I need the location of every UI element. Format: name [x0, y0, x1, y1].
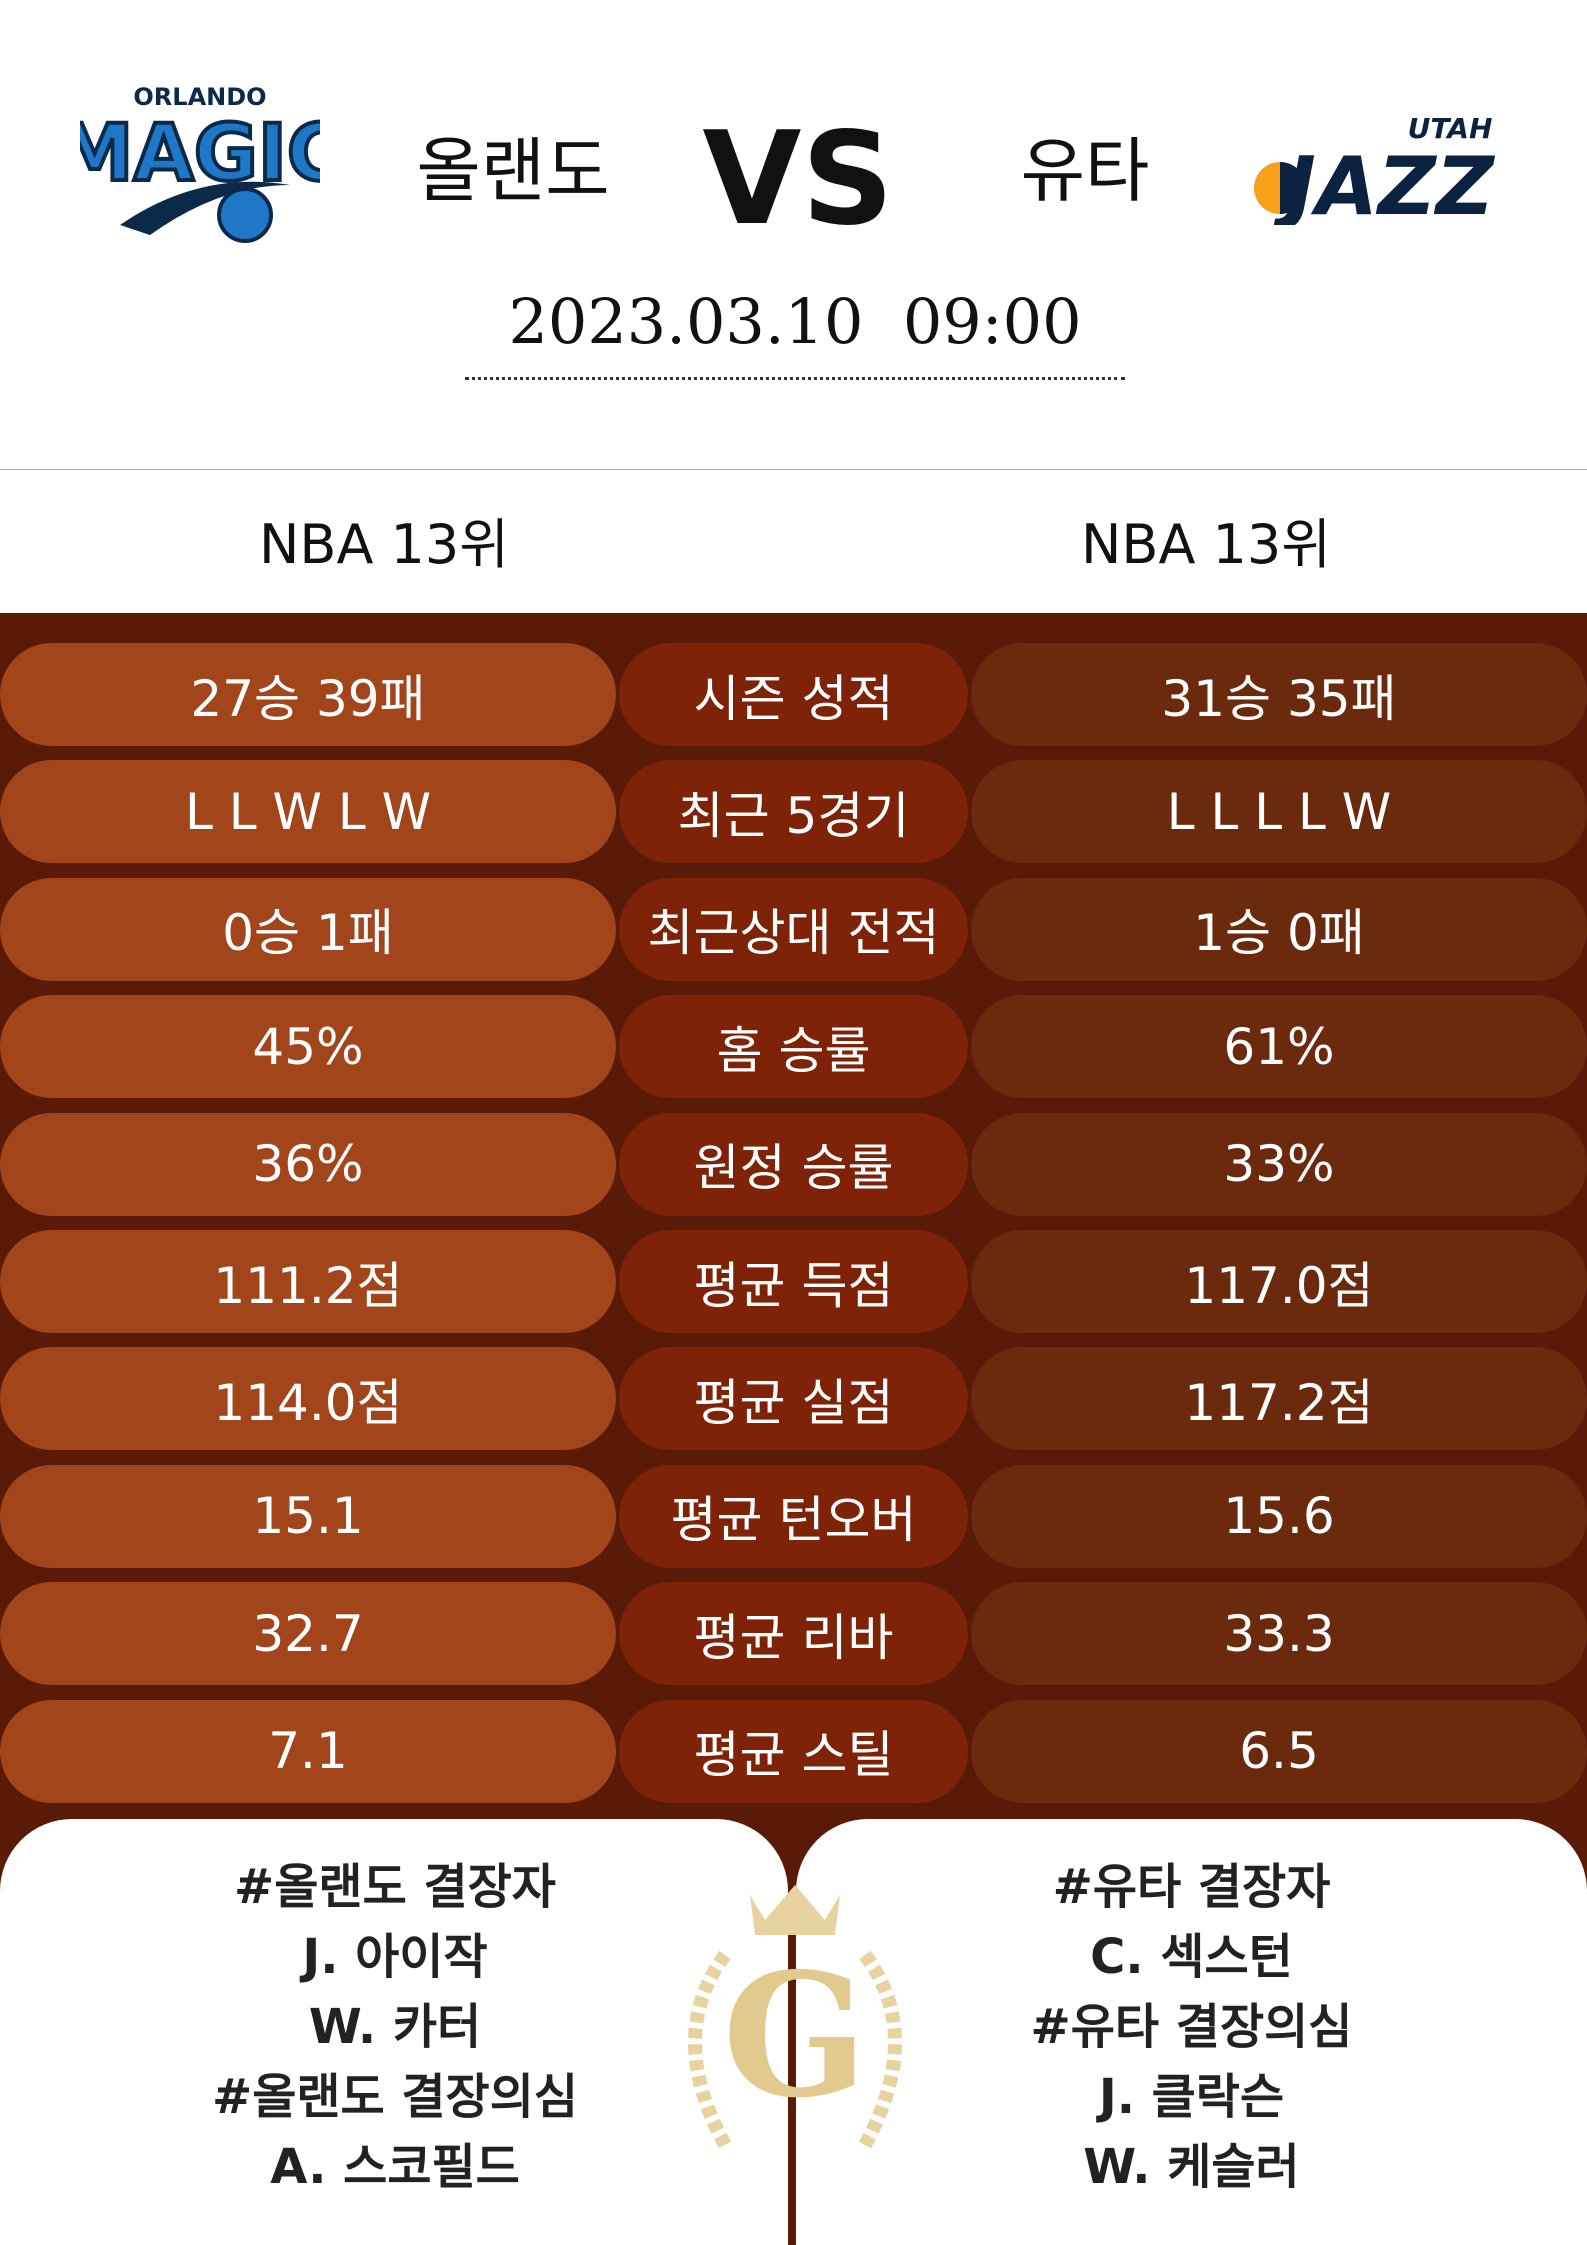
- injury-line: J. 클락슨: [1098, 2069, 1285, 2125]
- away-stat: 6.5: [971, 1699, 1587, 1803]
- stat-label: 시즌 성적: [619, 643, 968, 746]
- stat-label: 홈 승률: [619, 995, 968, 1099]
- stat-label: 평균 득점: [619, 1230, 968, 1333]
- injury-line: #유타 결장의심: [1030, 1999, 1353, 2055]
- emblem: G: [688, 1885, 902, 2149]
- home-stat: 7.1: [0, 1699, 616, 1803]
- logo-text: MAGIC: [80, 109, 320, 199]
- injury-line: W. 카터: [308, 1999, 482, 2055]
- home-stat: 45%: [0, 995, 616, 1099]
- logo-text: UTAH: [1408, 112, 1493, 145]
- emblem-letter: G: [722, 1936, 867, 2136]
- injury-line: #올랜도 결장자: [234, 1859, 556, 1915]
- home-stat: L L W L W: [0, 760, 616, 864]
- home-stat: 0승 1패: [0, 877, 616, 981]
- logo-text: ORLANDO: [133, 83, 266, 111]
- stat-label: 평균 스틸: [619, 1699, 968, 1803]
- injury-line: #유타 결장자: [1052, 1859, 1331, 1915]
- card-divider: [791, 1819, 793, 2245]
- away-rank: NBA 13위: [1081, 513, 1331, 576]
- home-injury-card: [0, 1819, 788, 2245]
- away-stat: 1승 0패: [971, 877, 1587, 981]
- injury-line: J. 아이작: [302, 1929, 488, 1985]
- home-team: 올랜도: [416, 130, 610, 212]
- home-stat: 36%: [0, 1112, 616, 1216]
- stat-label: 평균 리바: [619, 1582, 968, 1686]
- away-stat: L L L L W: [971, 760, 1587, 864]
- home-stat: 27승 39패: [0, 643, 616, 746]
- home-stat: 15.1: [0, 1464, 616, 1568]
- home-rank: NBA 13위: [259, 513, 509, 576]
- stat-label: 최근상대 전적: [619, 877, 968, 981]
- home-stat: 111.2점: [0, 1230, 616, 1333]
- injury-line: A. 스코필드: [270, 2139, 520, 2195]
- injury-line: #올랜도 결장의심: [211, 2069, 579, 2125]
- away-stat: 117.0점: [971, 1230, 1587, 1333]
- away-stat: 117.2점: [971, 1347, 1587, 1451]
- home-stat: 32.7: [0, 1582, 616, 1686]
- logo-text: JAZZ: [1272, 140, 1495, 225]
- injury-line: C. 섹스턴: [1090, 1929, 1293, 1985]
- match-datetime: 2023.03.10 09:00: [508, 285, 1082, 358]
- away-team: 유타: [1020, 130, 1150, 212]
- away-stat: 33.3: [971, 1582, 1587, 1686]
- home-stat: 114.0점: [0, 1347, 616, 1451]
- away-stat: 31승 35패: [971, 643, 1587, 746]
- away-stat: 15.6: [971, 1464, 1587, 1568]
- away-logo: UTAH JAZZ: [1254, 112, 1495, 225]
- vs: VS: [702, 105, 894, 254]
- away-stat: 33%: [971, 1112, 1587, 1216]
- divider: [0, 469, 1587, 470]
- home-logo: ORLANDO MAGIC: [80, 83, 320, 243]
- stat-label: 원정 승률: [619, 1112, 968, 1216]
- injury-line: W. 케슬러: [1083, 2139, 1300, 2195]
- stat-label: 최근 5경기: [619, 760, 968, 864]
- stat-label: 평균 실점: [619, 1347, 968, 1451]
- away-stat: 61%: [971, 995, 1587, 1099]
- stat-label: 평균 턴오버: [619, 1464, 968, 1568]
- date-underline: [465, 377, 1125, 380]
- away-injury-card: [796, 1819, 1587, 2245]
